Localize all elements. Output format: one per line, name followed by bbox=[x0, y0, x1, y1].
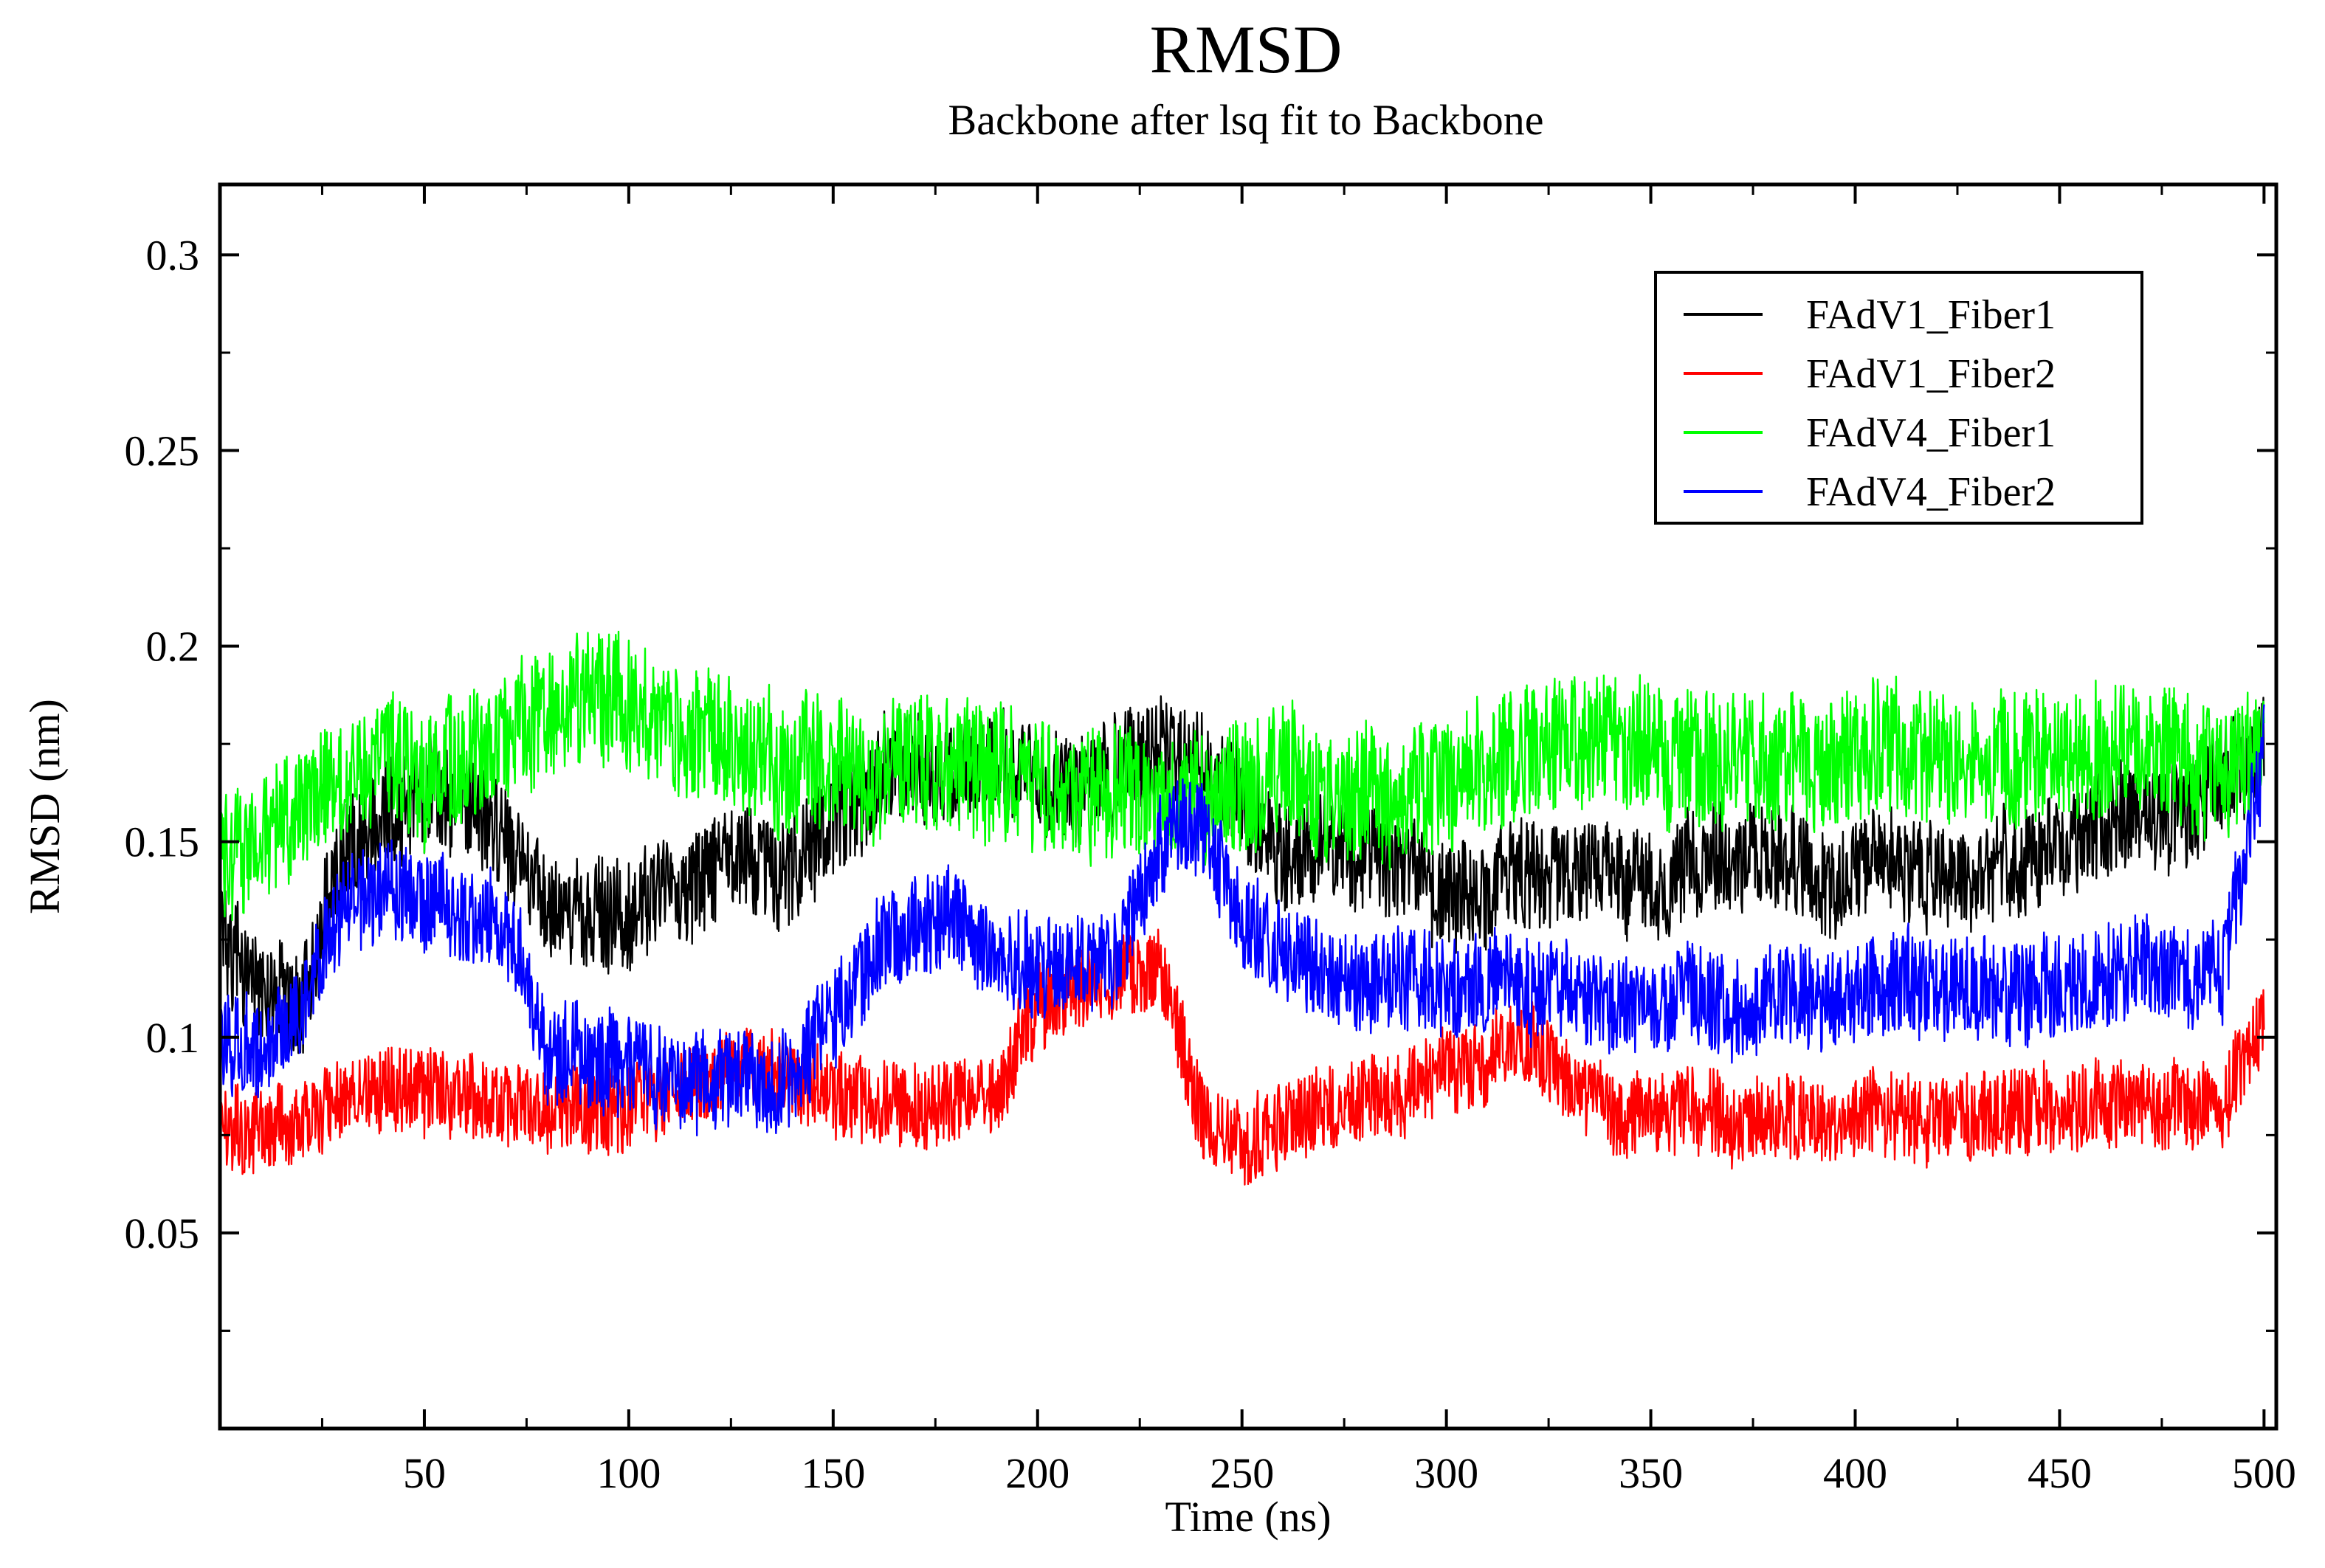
axis-ticks: 50 100 150 200 250 300 350 400 450 500 0.05 0.1 0.15… bbox=[125, 184, 2296, 1497]
x-tick-label: 300 bbox=[1414, 1449, 1478, 1497]
legend-label: FAdV4_Fiber1 bbox=[1806, 410, 2056, 456]
chart-subtitle: Backbone after lsq fit to Backbone bbox=[948, 96, 1544, 144]
series-line-fadv4-fiber1 bbox=[218, 630, 2265, 922]
y-axis-label: RMSD (nm) bbox=[21, 699, 69, 914]
y-tick-label: 0.15 bbox=[125, 818, 200, 866]
x-tick-label: 250 bbox=[1210, 1449, 1274, 1497]
x-tick-label: 150 bbox=[801, 1449, 865, 1497]
legend: FAdV1_Fiber1 FAdV1_Fiber2 FAdV4_Fiber1 FAdV… bbox=[1654, 271, 2143, 525]
legend-label: FAdV1_Fiber1 bbox=[1806, 292, 2056, 338]
x-tick-label: 400 bbox=[1823, 1449, 1887, 1497]
plot-frame bbox=[218, 182, 2278, 1431]
series-line-fadv1-fiber1 bbox=[218, 695, 2265, 1057]
x-tick-label: 350 bbox=[1619, 1449, 1683, 1497]
x-tick-label: 500 bbox=[2232, 1449, 2296, 1497]
y-tick-label: 0.25 bbox=[125, 427, 200, 475]
y-tick-label: 0.3 bbox=[146, 231, 200, 279]
chart-title: RMSD bbox=[1150, 12, 1343, 87]
x-axis-label: Time (ns) bbox=[1165, 1493, 1331, 1541]
x-tick-label: 100 bbox=[596, 1449, 661, 1497]
x-tick-label: 50 bbox=[403, 1449, 446, 1497]
legend-label: FAdV4_Fiber2 bbox=[1806, 469, 2056, 515]
x-tick-label: 200 bbox=[1005, 1449, 1070, 1497]
series-line-fadv4-fiber2 bbox=[218, 704, 2265, 1137]
legend-label: FAdV1_Fiber2 bbox=[1806, 351, 2056, 397]
series-layer bbox=[218, 630, 2265, 1186]
y-tick-label: 0.1 bbox=[146, 1014, 200, 1062]
y-tick-label: 0.05 bbox=[125, 1209, 200, 1257]
x-tick-label: 450 bbox=[2028, 1449, 2092, 1497]
y-tick-label: 0.2 bbox=[146, 623, 200, 671]
